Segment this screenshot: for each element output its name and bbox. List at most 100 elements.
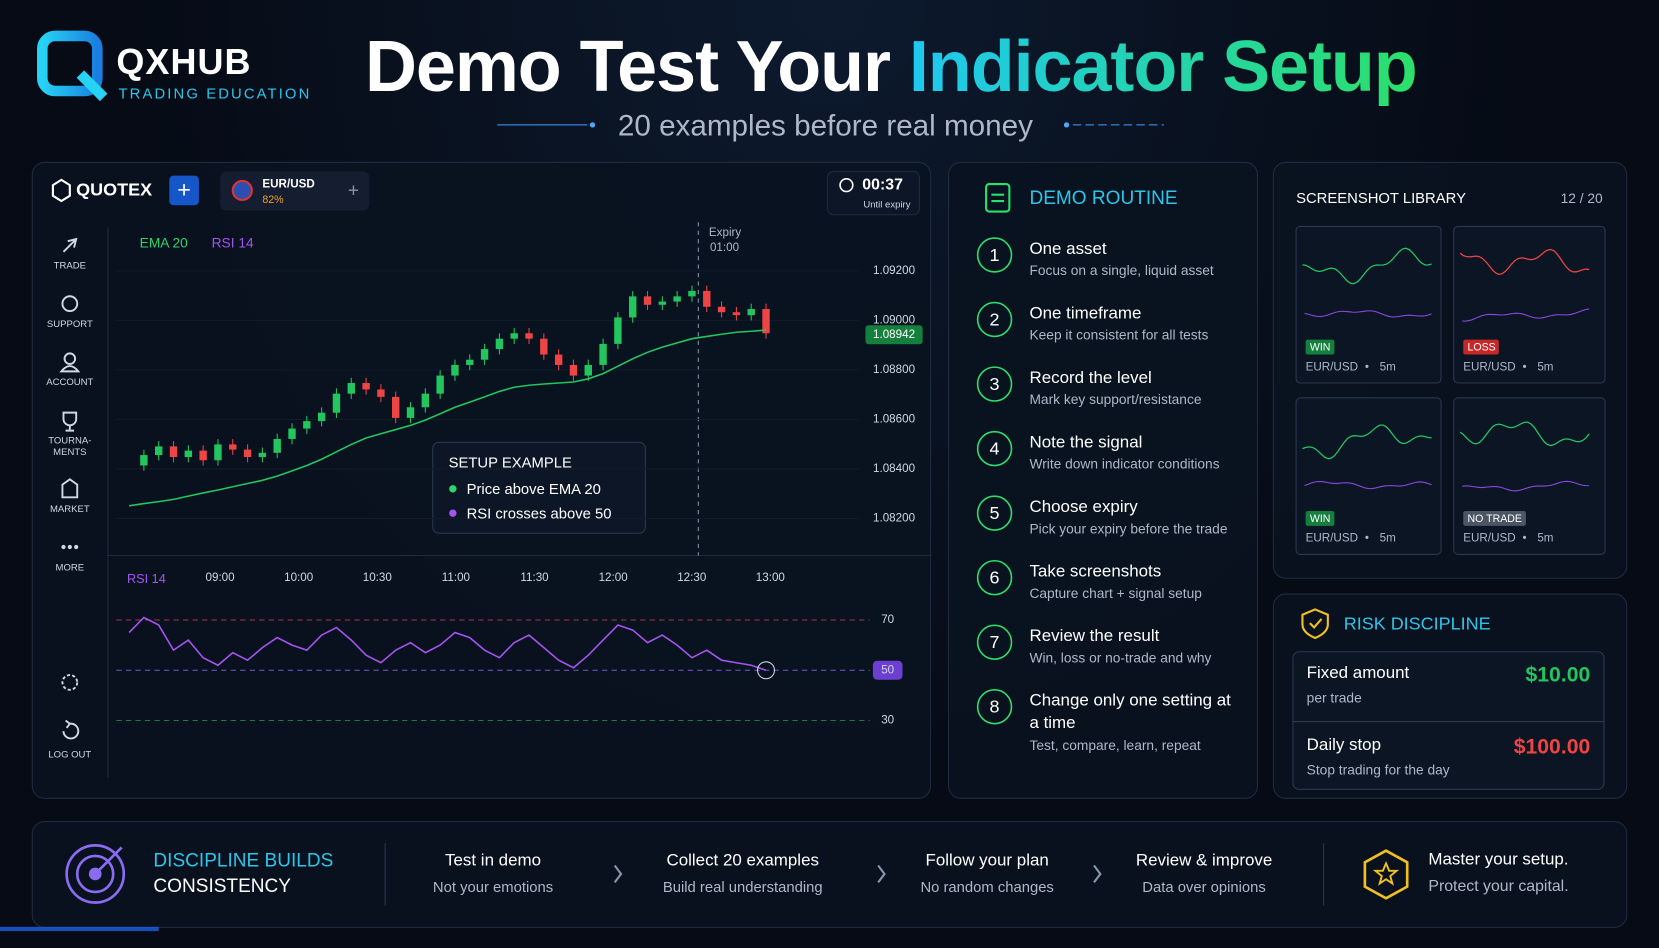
step-title: One timeframe (1029, 304, 1142, 323)
tag-bg (1463, 511, 1526, 526)
add-button[interactable] (169, 175, 199, 206)
nav-label[interactable]: MARKET (49, 503, 90, 515)
nav-icons (59, 237, 81, 740)
step-title: One asset (1029, 240, 1107, 259)
result-tag: NO TRADE (1468, 513, 1522, 525)
screenshot-card (1295, 397, 1442, 555)
risk-label: Daily stop (1306, 736, 1382, 755)
screenshot-card (1453, 397, 1606, 555)
price-tag (865, 325, 923, 345)
tag-bg (1305, 339, 1335, 355)
nav-label[interactable]: ACCOUNT (46, 376, 94, 388)
card-timeframe: 5m (1537, 360, 1554, 374)
thumb-rsi (1462, 480, 1590, 492)
setup-box (432, 441, 646, 534)
expiry-time: 01:00 (709, 241, 740, 254)
thumb-price (1459, 421, 1590, 447)
master-title: Master your setup. (1428, 850, 1569, 869)
card-asset: EUR/USD (1463, 532, 1516, 545)
candle (643, 296, 652, 305)
risk-sub: Stop trading for the day (1306, 761, 1450, 778)
nav-label[interactable]: TOURNA- MENTS (48, 434, 92, 458)
x-tick-label: 11:00 (442, 571, 471, 584)
nav-label[interactable]: MORE (55, 561, 85, 573)
y-tick-label: 1.09200 (873, 264, 916, 277)
card-timeframe: 5m (1379, 532, 1396, 545)
footer-step-sub: Build real understanding (662, 878, 823, 896)
candle (614, 317, 622, 344)
step-desc: Test, compare, learn, repeat (1029, 737, 1201, 754)
candle (214, 444, 222, 461)
shield-icon (1301, 608, 1329, 640)
expiry-label: Expiry (708, 226, 742, 240)
candle (540, 338, 548, 355)
nav-label[interactable]: SUPPORT (46, 318, 93, 330)
footer-panel (31, 821, 1628, 928)
logout-icon[interactable] (62, 719, 80, 740)
nav-label[interactable]: TRADE (53, 260, 86, 271)
routine-panel (948, 161, 1259, 799)
candle (317, 412, 326, 422)
logout-label[interactable]: LOG OUT (48, 749, 92, 760)
risk-title: RISK DISCIPLINE (1343, 613, 1491, 634)
x-tick-label: 13:00 (756, 571, 786, 584)
footer-step-sub: Data over opinions (1142, 878, 1266, 896)
footer-step-title: Collect 20 examples (666, 851, 819, 870)
footer-step-title: Test in demo (445, 851, 542, 870)
candle (688, 290, 696, 297)
timer-box (826, 170, 920, 216)
candle (732, 312, 741, 316)
logo-mark (37, 30, 103, 97)
step-number: 7 (990, 632, 1000, 652)
step-title: Note the signal (1029, 433, 1143, 452)
step-title: Take screenshots (1029, 562, 1162, 581)
timer-label: Until expiry (863, 198, 911, 210)
title-part1: Demo Test Your (365, 26, 891, 107)
candle (140, 455, 148, 466)
card-sep: • (1522, 532, 1527, 545)
asset-box[interactable] (220, 171, 370, 211)
result-tag: WIN (1310, 341, 1331, 353)
plus-icon[interactable]: + (177, 177, 191, 203)
tag-bg (1463, 339, 1499, 355)
candle (451, 364, 459, 376)
asset[interactable]: EUR/USD (262, 177, 315, 191)
step-number: 4 (990, 438, 1000, 458)
candle (658, 301, 667, 305)
candle (288, 428, 296, 439)
step-desc: Mark key support/resistance (1029, 391, 1202, 408)
subtitle-dot (589, 122, 596, 128)
card-sep: • (1364, 532, 1369, 545)
risk-sub: per trade (1306, 689, 1362, 706)
price-tag-label: 1.08942 (873, 328, 915, 341)
x-tick-label: 10:00 (284, 571, 314, 584)
library-title: SCREENSHOT LIBRARY (1296, 189, 1466, 207)
step-desc: Keep it consistent for all tests (1029, 326, 1209, 343)
glow (0, 926, 159, 932)
rsi-line (128, 616, 767, 672)
step-number: 8 (990, 697, 1000, 717)
candle (273, 438, 281, 453)
candle (703, 290, 711, 307)
rsi-tick-label: 30 (881, 714, 894, 727)
candle (258, 452, 267, 458)
step-circle (976, 237, 1013, 273)
flag-icon (231, 179, 253, 202)
settings-icon[interactable] (61, 674, 79, 691)
logo-tail (76, 70, 108, 102)
setup-title: SETUP EXAMPLE (448, 453, 572, 471)
card-asset: EUR/USD (1463, 360, 1516, 374)
risk-label: Fixed amount (1306, 664, 1410, 683)
ema-legend: EMA 20 (139, 234, 188, 251)
check-icon (1309, 618, 1323, 629)
asset-add[interactable]: + (348, 181, 359, 202)
candle (169, 446, 178, 458)
candle (673, 296, 681, 302)
card-asset: EUR/USD (1305, 532, 1359, 545)
footer-step-sub: Not your emotions (432, 878, 554, 896)
tag-bg (1305, 511, 1335, 526)
bullet (449, 509, 457, 517)
candle (406, 407, 415, 418)
step-circle (976, 430, 1013, 467)
timer: 00:37 (862, 175, 903, 194)
